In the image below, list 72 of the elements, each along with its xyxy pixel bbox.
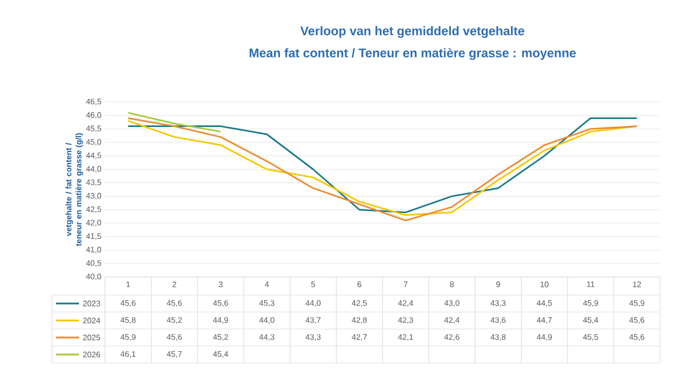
data-label: 45,9: [120, 334, 136, 341]
x-tick-label: 8: [450, 282, 454, 288]
data-label: 45,7: [166, 351, 182, 358]
y-tick-label: 46,0: [86, 112, 102, 119]
data-label: 43,3: [490, 300, 506, 307]
data-label: 42,8: [352, 317, 367, 324]
data-label: 42,5: [352, 300, 367, 307]
data-label: 45,4: [583, 317, 598, 324]
data-label: 46,1: [120, 351, 136, 358]
data-label: 43,7: [306, 317, 321, 324]
x-tick-label: 7: [404, 282, 408, 288]
data-label: 44,9: [536, 334, 552, 341]
data-label: 45,9: [583, 300, 598, 307]
legend-label: 2026: [83, 352, 100, 358]
data-label: 45,2: [213, 334, 228, 341]
y-tick-label: 44,5: [86, 152, 102, 160]
data-label: 44,0: [306, 300, 321, 307]
data-label: 45,6: [629, 317, 644, 324]
data-label: 44,0: [259, 317, 274, 324]
data-label: 43,6: [490, 317, 506, 324]
x-tick-label: 11: [587, 282, 594, 288]
data-label: 42,3: [398, 317, 414, 324]
y-tick-label: 42,5: [86, 206, 102, 213]
chart-subtitle: Mean fat content / Teneur en matière grasse : moyenne: [250, 48, 576, 60]
y-tick-label: 40,5: [86, 260, 102, 267]
data-label: 44,7: [536, 317, 552, 324]
y-tick-label: 41,0: [86, 246, 102, 254]
y-tick-label: 45,0: [86, 139, 102, 146]
x-tick-label: 6: [358, 282, 362, 288]
data-label: 42,7: [352, 334, 367, 341]
x-tick-label: 5: [311, 282, 316, 288]
data-label: 45,6: [166, 334, 182, 341]
x-tick-label: 2: [172, 282, 176, 288]
y-tick-label: 43,5: [86, 179, 102, 186]
y-axis-title: vetgehalte / fat content / teneur en matière grasse (g/l): [66, 133, 84, 246]
legend-label: 2025: [83, 334, 100, 340]
data-label: 45,3: [259, 300, 274, 307]
data-label: 44,5: [536, 300, 552, 307]
data-label: 45,6: [120, 300, 136, 307]
x-tick-label: 12: [633, 282, 641, 288]
x-tick-label: 10: [540, 282, 549, 288]
x-tick-label: 3: [218, 282, 222, 288]
data-label: 45,6: [166, 300, 182, 307]
data-label: 45,9: [629, 300, 644, 307]
data-label: 45,4: [213, 351, 228, 358]
data-label: 44,9: [213, 317, 228, 324]
data-label: 42,6: [444, 334, 460, 341]
data-label: 45,5: [583, 334, 598, 341]
data-label: 45,6: [213, 300, 228, 307]
y-tick-label: 45,5: [86, 126, 102, 132]
chart-title: Verloop van het gemiddeld vetgehalte: [300, 26, 524, 38]
x-tick-label: 4: [264, 282, 269, 288]
x-tick-label: 1: [126, 282, 130, 288]
y-tick-label: 42,0: [86, 220, 102, 226]
data-label: 43,0: [444, 300, 460, 307]
data-label: 45,6: [629, 334, 644, 341]
y-tick-label: 44,0: [86, 166, 102, 173]
y-tick-label: 43,0: [86, 192, 102, 200]
legend-label: 2023: [83, 300, 100, 306]
data-label: 45,2: [166, 317, 182, 324]
data-label: 44,3: [259, 334, 274, 341]
y-tick-label: 40,0: [86, 274, 102, 280]
y-tick-label: 46,5: [86, 98, 102, 106]
legend-label: 2024: [83, 318, 100, 324]
x-tick-label: 9: [496, 282, 500, 288]
data-label: 45,8: [120, 317, 136, 324]
y-tick-label: 41,5: [86, 233, 102, 240]
data-label: 43,3: [306, 334, 321, 341]
data-label: 43,8: [490, 334, 506, 341]
data-label: 42,1: [398, 334, 414, 341]
data-label: 42,4: [398, 300, 414, 307]
data-label: 42,4: [444, 317, 460, 324]
